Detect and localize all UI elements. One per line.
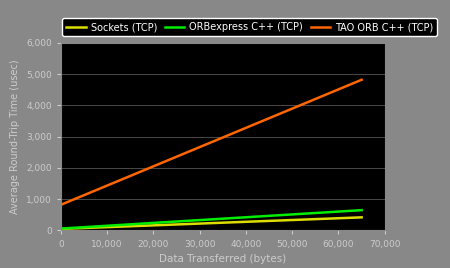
Y-axis label: Average Round-Trip Time (usec): Average Round-Trip Time (usec) xyxy=(10,59,20,214)
Legend: Sockets (TCP), ORBexpress C++ (TCP), TAO ORB C++ (TCP): Sockets (TCP), ORBexpress C++ (TCP), TAO… xyxy=(63,18,437,36)
X-axis label: Data Transferred (bytes): Data Transferred (bytes) xyxy=(159,254,286,264)
